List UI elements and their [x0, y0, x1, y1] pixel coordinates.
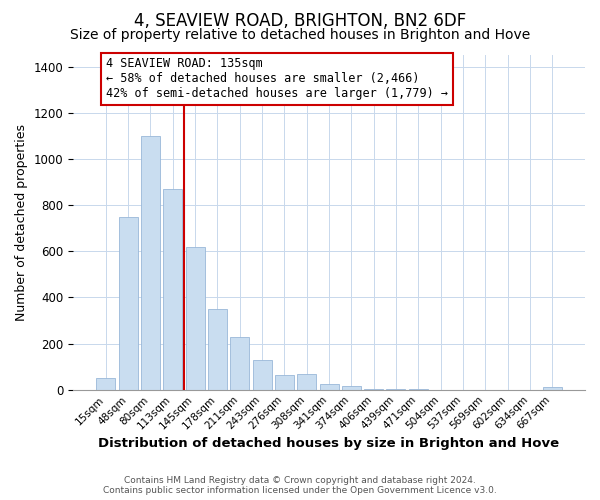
Bar [364, 388, 383, 390]
Text: 4, SEAVIEW ROAD, BRIGHTON, BN2 6DF: 4, SEAVIEW ROAD, BRIGHTON, BN2 6DF [134, 12, 466, 30]
Bar [119, 216, 137, 390]
Bar [141, 136, 160, 390]
Bar [208, 309, 227, 390]
Text: Size of property relative to detached houses in Brighton and Hove: Size of property relative to detached ho… [70, 28, 530, 42]
Bar [96, 378, 115, 390]
Bar [253, 360, 272, 390]
Text: Contains HM Land Registry data © Crown copyright and database right 2024.
Contai: Contains HM Land Registry data © Crown c… [103, 476, 497, 495]
Bar [163, 189, 182, 390]
Bar [297, 374, 316, 390]
Bar [320, 384, 338, 390]
Y-axis label: Number of detached properties: Number of detached properties [15, 124, 28, 321]
Bar [543, 388, 562, 390]
Bar [185, 246, 205, 390]
Bar [275, 374, 294, 390]
Text: 4 SEAVIEW ROAD: 135sqm
← 58% of detached houses are smaller (2,466)
42% of semi-: 4 SEAVIEW ROAD: 135sqm ← 58% of detached… [106, 58, 448, 100]
X-axis label: Distribution of detached houses by size in Brighton and Hove: Distribution of detached houses by size … [98, 437, 560, 450]
Bar [230, 336, 249, 390]
Bar [342, 386, 361, 390]
